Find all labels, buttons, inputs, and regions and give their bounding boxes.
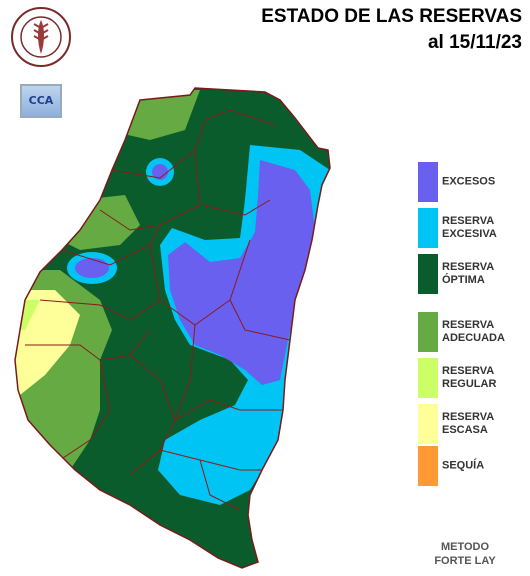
cca-logo: CCA — [20, 84, 62, 118]
bolsa-seal-logo — [11, 7, 71, 67]
method-line-1: METODO — [440, 541, 490, 553]
legend-label: RESERVA ÓPTIMA — [442, 261, 495, 286]
legend-swatch — [418, 358, 438, 398]
legend-item-reserva-regular: RESERVA REGULAR — [418, 358, 528, 398]
legend-label: RESERVA ESCASA — [442, 411, 495, 436]
legend-item-sequia: SEQUÍA — [418, 446, 528, 486]
legend-item-reserva-excesiva: RESERVA EXCESIVA — [418, 208, 528, 248]
zone-excesos-spot-north — [152, 164, 168, 180]
title-line-2: al 15/11/23 — [427, 32, 522, 53]
method-footer: METODO FORTE LAY — [420, 540, 510, 568]
legend-item-reserva-escasa: RESERVA ESCASA — [418, 404, 528, 444]
legend-item-reserva-adecuada: RESERVA ADECUADA — [418, 312, 528, 352]
legend-label: RESERVA ADECUADA — [442, 319, 505, 344]
legend-label: RESERVA EXCESIVA — [442, 215, 497, 240]
legend-swatch — [418, 404, 438, 444]
legend-swatch — [418, 446, 438, 486]
legend-swatch — [418, 254, 438, 294]
legend-item-reserva-optima: RESERVA ÓPTIMA — [418, 254, 528, 294]
legend-swatch — [418, 162, 438, 202]
legend-item-excesos: EXCESOS — [418, 162, 528, 202]
map-title: ESTADO DE LAS RESERVAS al 15/11/23 — [261, 4, 522, 56]
method-line-2: FORTE LAY — [434, 555, 496, 567]
legend-label: RESERVA REGULAR — [442, 365, 497, 390]
zone-excesos-east — [168, 160, 315, 385]
legend-swatch — [418, 208, 438, 248]
legend-swatch — [418, 312, 438, 352]
title-line-1: ESTADO DE LAS RESERVAS — [261, 6, 522, 27]
zone-adecuada-north — [120, 90, 200, 140]
cca-logo-text: CCA — [28, 94, 54, 107]
province-outline — [14, 87, 331, 569]
zone-excesos-spot-west — [75, 258, 109, 278]
legend-label: SEQUÍA — [442, 459, 485, 472]
department-borders — [25, 109, 291, 511]
legend-label: EXCESOS — [442, 175, 496, 188]
